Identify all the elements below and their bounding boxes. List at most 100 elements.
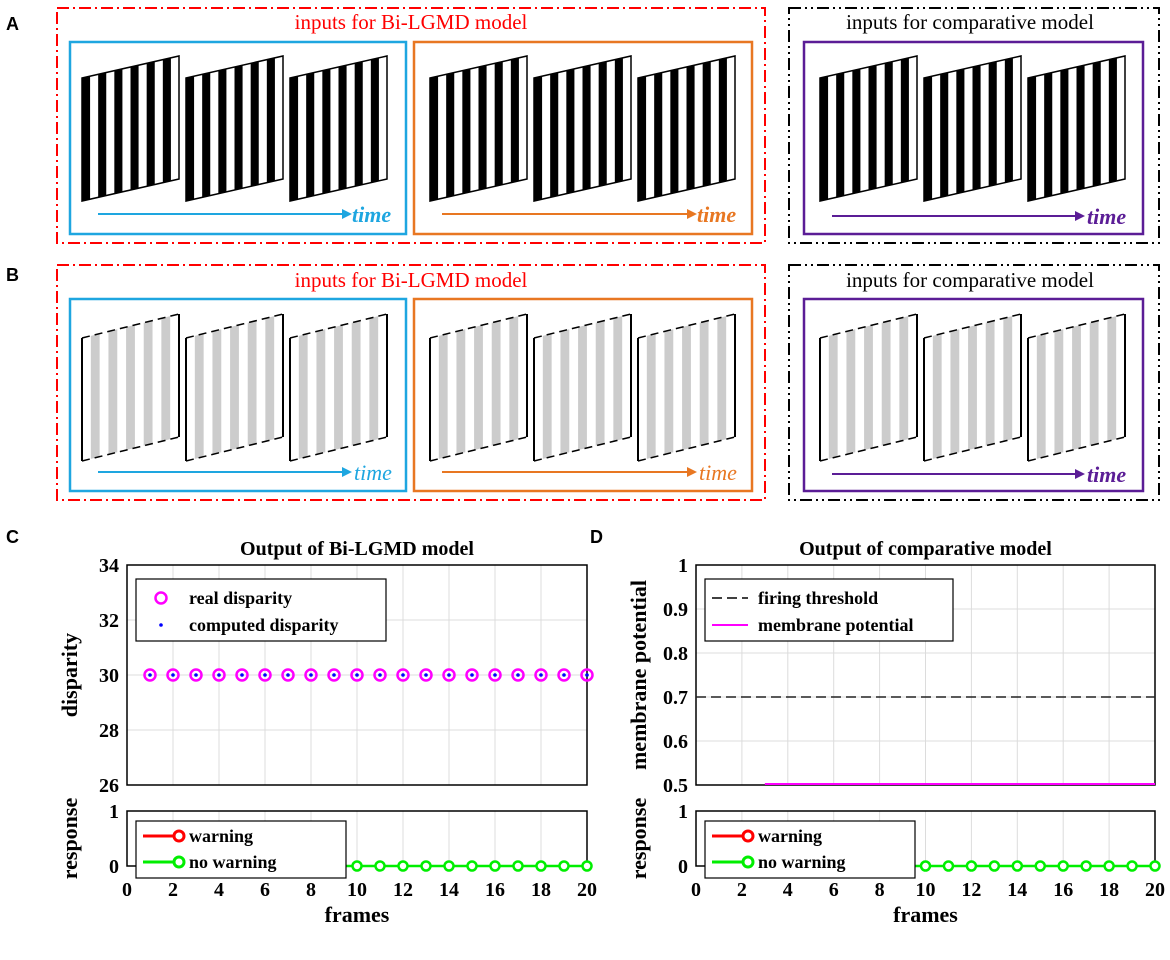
- frame-a-near-2-stripe: [210, 70, 219, 196]
- frame-a-comparative-3-border: [1027, 55, 1126, 202]
- frame-a-near-1-stripe: [154, 59, 163, 185]
- frame-a-comparative-1-stripe: [876, 63, 885, 189]
- far-sequence-box-b: [412, 297, 754, 493]
- frame-b-comparative-2-top-edge: [923, 313, 1022, 339]
- frame-a-comparative-2-stripe: [1012, 56, 1021, 181]
- c-top-ytick-label: 30: [99, 665, 119, 687]
- no-warning-point: [443, 860, 455, 872]
- frame-a-comparative-3-stripe: [1084, 63, 1093, 189]
- frame-a-far-1-stripe: [454, 70, 463, 196]
- frame-b-near-1-stripe: [108, 329, 118, 455]
- frame-a-near-2-stripe: [194, 74, 203, 200]
- no-warning-point: [942, 860, 955, 872]
- computed-disparity-point: [217, 673, 221, 677]
- frame-b-far-2-top-edge: [533, 313, 632, 339]
- comparative-group-box-b: [788, 264, 1160, 501]
- c-bottom-xtick-label: 0: [122, 879, 132, 901]
- frame-a-comparative-1-stripe: [860, 67, 869, 192]
- computed-disparity-point: [470, 673, 474, 677]
- real-disparity-point: [557, 668, 571, 682]
- d-bottom-xtick-label: 12: [961, 879, 981, 901]
- c-bottom-xtick-label: 2: [168, 879, 178, 901]
- frame-a-comparative-1: [819, 55, 918, 202]
- real-disparity-point: [534, 668, 548, 682]
- frame-b-near-2-stripe: [265, 316, 275, 442]
- time-label-b-far: time: [699, 460, 737, 485]
- frame-b-near-2-top-edge: [185, 313, 284, 339]
- no-warning-point: [489, 860, 501, 872]
- d-top-ytick-label: 0.8: [663, 643, 688, 665]
- c-top-legend-box: [135, 578, 387, 642]
- computed-disparity-point: [355, 673, 359, 677]
- d-top-ylabel: membrane potential: [626, 580, 651, 770]
- c-bottom-xtick-label: 20: [577, 879, 597, 901]
- frame-b-comparative-3-stripe: [1089, 320, 1099, 446]
- frame-b-comparative-2: [923, 313, 1022, 462]
- frame-b-comparative-3-top-edge: [1027, 313, 1126, 339]
- d-top-ytick-label: 0.5: [663, 775, 688, 797]
- bi-lgmd-group-box-a: [56, 7, 766, 244]
- d-bottom-ylabel: response: [626, 798, 651, 880]
- real-disparity-point: [465, 668, 479, 682]
- frame-b-far-3-top-edge: [637, 313, 736, 339]
- frame-b-far-3-stripe: [646, 333, 656, 459]
- c-bottom-xlabel: frames: [325, 902, 390, 927]
- d-top-legend-label: firing threshold: [758, 588, 878, 608]
- frame-a-far-2: [533, 55, 632, 202]
- frame-a-far-2-stripe: [590, 63, 599, 189]
- d-top-legend-box: [704, 578, 954, 642]
- d-top-ytick-label: 0.6: [663, 731, 688, 753]
- frame-b-comparative-3-stripe: [1054, 329, 1064, 455]
- frame-b-far-2-stripe: [542, 333, 552, 459]
- frame-b-comparative-2-stripe: [968, 324, 977, 451]
- frame-b-near-3-stripe: [369, 316, 379, 442]
- no-warning-point: [1103, 860, 1115, 872]
- frame-b-comparative-3-stripe: [1107, 316, 1117, 442]
- frame-a-far-2-stripe: [558, 70, 567, 196]
- d-bottom-xtick-label: 16: [1053, 879, 1073, 901]
- c-bottom-legend-circle-marker: [172, 829, 186, 843]
- d-top-ytick-label: 0.7: [663, 687, 688, 709]
- frame-a-far-3-stripe: [710, 59, 719, 185]
- d-bottom-legend-label: warning: [758, 826, 822, 846]
- no-warning-point: [351, 860, 363, 872]
- frame-a-near-2-stripe: [258, 59, 267, 185]
- frame-b-far-1-top-edge: [429, 313, 528, 339]
- real-disparity-point: [419, 668, 433, 682]
- frame-a-near-1-stripe: [122, 67, 131, 192]
- frame-b-comparative-2-stripe: [985, 320, 995, 446]
- frame-a-near-1-stripe: [90, 74, 99, 200]
- real-disparity-point: [350, 668, 364, 682]
- c-bottom-legend-label: warning: [189, 826, 253, 846]
- frame-a-far-1-stripe: [518, 56, 527, 181]
- frame-b-comparative-1-stripe: [899, 316, 909, 442]
- frame-a-comparative-2-stripe: [980, 63, 989, 189]
- frame-a-near-2-stripe: [242, 63, 251, 189]
- d-bottom-legend: warning no warning: [704, 820, 916, 879]
- frame-b-far-2: [533, 313, 632, 462]
- real-disparity-point: [373, 668, 387, 682]
- frame-b-near-1-stripe: [90, 333, 100, 459]
- frame-b-near-2: [185, 313, 284, 462]
- c-bottom-xtick-label: 12: [393, 879, 413, 901]
- comparative-sequence-box-b: [802, 297, 1145, 493]
- frame-b-far-2-stripe: [613, 316, 623, 442]
- real-disparity-point: [189, 668, 203, 682]
- frame-b-near-1-bottom-edge: [81, 436, 180, 462]
- no-warning-point: [581, 860, 593, 872]
- frame-b-near-2-stripe: [247, 320, 257, 446]
- d-bottom-xtick-label: 2: [737, 879, 747, 901]
- frame-a-comparative-2-stripe: [964, 67, 973, 192]
- computed-disparity-point: [539, 673, 543, 677]
- real-disparity-point: [442, 668, 456, 682]
- d-top-ytick-label: 1: [678, 555, 688, 577]
- frames-row-b: [81, 313, 1126, 462]
- d-top-legend-label: membrane potential: [758, 615, 913, 635]
- d-top-title: Output of comparative model: [799, 538, 1052, 560]
- c-top-ylabel: disparity: [57, 633, 82, 717]
- computed-disparity-point: [516, 673, 520, 677]
- c-bottom-ylabel: response: [57, 798, 82, 880]
